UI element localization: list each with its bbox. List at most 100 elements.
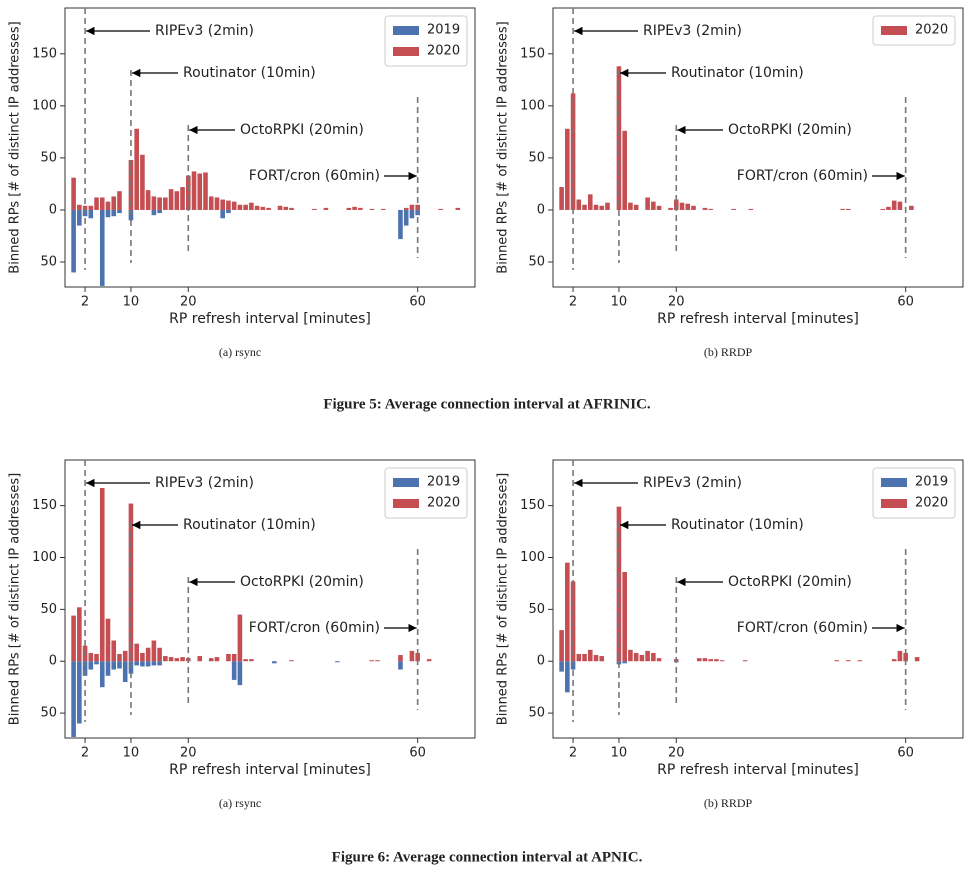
bar	[409, 209, 415, 219]
bar	[94, 197, 99, 210]
bar	[897, 201, 903, 210]
bar	[398, 209, 403, 240]
bar	[266, 207, 271, 210]
bar	[134, 643, 139, 662]
y-tick-label: 150	[520, 498, 545, 513]
bar	[639, 655, 645, 662]
bar	[277, 205, 283, 210]
bar	[369, 660, 375, 662]
bar	[891, 200, 897, 210]
x-tick-label: 20	[668, 746, 685, 761]
bar	[903, 652, 908, 662]
legend-swatch	[393, 47, 419, 56]
bar	[226, 209, 231, 214]
bar	[656, 658, 662, 662]
bar	[77, 204, 82, 210]
bar	[174, 658, 180, 662]
bar	[559, 187, 564, 210]
annotation-text: FORT/cron (60min)	[737, 168, 868, 184]
bar	[398, 655, 403, 662]
bar	[77, 661, 82, 724]
bar	[237, 614, 243, 662]
bar	[105, 201, 111, 210]
bar	[323, 207, 329, 210]
bar	[565, 661, 570, 693]
legend-label: 2020	[427, 44, 460, 59]
bar	[203, 172, 208, 210]
x-axis-label: RP refresh interval [minutes]	[657, 311, 859, 327]
bar	[668, 207, 673, 210]
legend-box	[872, 15, 956, 46]
x-tick-label: 20	[180, 295, 197, 310]
bar	[168, 657, 174, 662]
bar	[122, 661, 128, 682]
bar	[645, 197, 650, 210]
bar	[220, 199, 225, 210]
y-tick-label: 50	[528, 602, 545, 617]
y-tick-label: 100	[32, 98, 57, 113]
x-axis-label: RP refresh interval [minutes]	[169, 311, 371, 327]
bar	[226, 653, 231, 662]
annotation-text: FORT/cron (60min)	[249, 620, 380, 636]
annotation-text: OctoRPKI (20min)	[240, 122, 364, 138]
bar	[565, 128, 570, 210]
y-axis-label: Binned RPs [# of distinct IP addresses]	[496, 473, 511, 725]
bar	[846, 208, 851, 210]
subcaption: (a) rsync	[219, 345, 261, 359]
legend-swatch	[881, 478, 907, 487]
x-tick-label: 60	[897, 295, 914, 310]
x-tick-label: 10	[611, 295, 628, 310]
legend-label: 2020	[915, 23, 948, 38]
bar	[122, 650, 128, 662]
bar	[99, 209, 105, 286]
bar	[99, 197, 105, 210]
y-tick-label: 50	[40, 150, 57, 165]
subcaption: (b) RRDP	[704, 345, 753, 359]
bar	[105, 209, 111, 218]
bar	[237, 661, 243, 686]
y-axis-label: Binned RPs [# of distinct IP addresses]	[496, 21, 511, 273]
bar	[260, 206, 266, 210]
bar	[99, 488, 105, 662]
bar	[140, 661, 145, 667]
bar	[696, 658, 702, 662]
bar	[180, 657, 185, 662]
y-tick-label: 0	[537, 654, 545, 669]
bar	[117, 209, 122, 214]
bar	[140, 154, 145, 210]
bar	[82, 661, 88, 676]
y-tick-label: 150	[520, 46, 545, 61]
bar	[174, 191, 180, 210]
bar	[702, 658, 708, 662]
figure-caption: Figure 6: Average connection interval at…	[332, 849, 643, 865]
subcaption: (a) rsync	[219, 796, 261, 810]
bar	[599, 656, 605, 662]
bar	[88, 209, 94, 219]
bar	[163, 197, 168, 210]
bar	[409, 204, 415, 210]
bar	[708, 659, 713, 662]
bar	[249, 202, 254, 210]
bar	[157, 197, 162, 210]
bar	[346, 207, 352, 210]
y-tick-label: 150	[32, 46, 57, 61]
annotation-text: Routinator (10min)	[183, 65, 316, 81]
bar	[77, 209, 82, 226]
x-tick-label: 2	[569, 746, 577, 761]
annotation-text: Routinator (10min)	[183, 517, 316, 533]
bar	[352, 206, 357, 210]
bar	[426, 659, 432, 662]
bar	[145, 190, 151, 210]
bar	[633, 652, 639, 662]
legend-label: 2020	[915, 496, 948, 511]
bar	[622, 572, 627, 662]
plot-frame	[64, 459, 476, 739]
annotation-text: FORT/cron (60min)	[737, 620, 868, 636]
bar	[559, 630, 564, 662]
bar	[111, 640, 117, 662]
bar	[197, 656, 203, 662]
bar	[289, 660, 294, 662]
annotation-text: OctoRPKI (20min)	[728, 122, 852, 138]
bar	[180, 187, 185, 210]
